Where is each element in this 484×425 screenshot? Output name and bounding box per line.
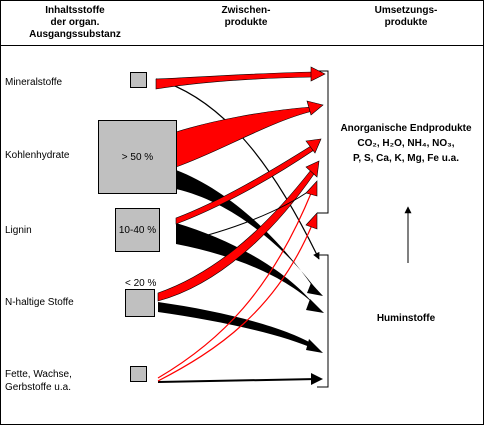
nitrogen-box-value: < 20 % xyxy=(125,278,157,289)
carbs-box-value: > 50 % xyxy=(121,151,154,163)
lignin-box-value: 10-40 % xyxy=(118,224,157,236)
carbs-humus-band xyxy=(176,170,319,293)
fats-box xyxy=(130,366,147,382)
inorganic-products: Anorganische Endprodukte CO₂, H₂O, NH₄, … xyxy=(331,121,481,166)
inorganic-line1: CO₂, H₂O, NH₄, NO₃, xyxy=(357,138,455,149)
lignin-box: 10-40 % xyxy=(115,208,160,252)
fats-humus-band xyxy=(158,378,317,383)
lignin-inorganic-line xyxy=(175,188,313,244)
header-ingredients: Inhaltsstoffe der organ. Ausgangssubstan… xyxy=(29,5,121,40)
label-mineral: Mineralstoffe xyxy=(5,77,63,88)
mineral-inorganic-band xyxy=(155,71,314,90)
humus-label: Huminstoffe xyxy=(376,313,436,324)
inorganic-line2: P, S, Ca, K, Mg, Fe u.a. xyxy=(353,153,459,164)
header-divider xyxy=(1,45,483,46)
carbs-box: > 50 % xyxy=(98,120,177,194)
inorganic-title: Anorganische Endprodukte xyxy=(340,123,472,134)
mineral-box xyxy=(130,72,147,88)
mineral-humus-line xyxy=(155,78,320,260)
fats-inorganic-line-2 xyxy=(157,224,313,382)
lignin-humus-band xyxy=(176,223,318,308)
label-fats: Fette, Wachse, Gerbstoffe u.a. xyxy=(5,369,72,393)
label-nitrogen: N-haltige Stoffe xyxy=(5,297,74,308)
nitrogen-box xyxy=(125,289,155,317)
fats-inorganic-line xyxy=(157,190,313,379)
humus-bracket xyxy=(317,254,329,388)
inorganic-bracket xyxy=(317,70,329,214)
label-lignin: Lignin xyxy=(5,225,32,236)
label-carbs: Kohlenhydrate xyxy=(5,150,70,161)
header-products: Umsetzungs- produkte xyxy=(374,5,438,28)
nitrogen-humus-band xyxy=(158,302,317,350)
header-intermediates: Zwischen- produkte xyxy=(221,5,271,28)
